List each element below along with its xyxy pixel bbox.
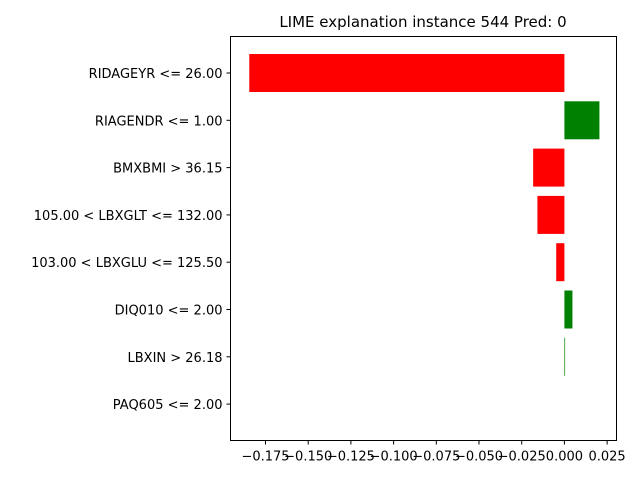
bar-3 <box>537 195 565 234</box>
bar-0 <box>249 54 565 92</box>
bar-1 <box>564 101 600 140</box>
bar-4 <box>556 243 565 282</box>
x-tick-label-5: −0.050 <box>455 450 503 465</box>
x-tick-label-4: −0.075 <box>412 450 460 465</box>
category-label-3: 105.00 < LBXGLT <= 132.00 <box>34 209 223 224</box>
bar-2 <box>533 148 565 187</box>
bar-6 <box>564 337 566 376</box>
chart-title: LIME explanation instance 544 Pred: 0 <box>279 13 566 31</box>
category-label-1: RIAGENDR <= 1.00 <box>95 114 223 129</box>
x-tick-label-8: 0.025 <box>588 450 625 465</box>
category-label-2: BMXBMI > 36.15 <box>113 162 222 177</box>
category-label-4: 103.00 < LBXGLU <= 125.50 <box>31 256 222 271</box>
category-label-6: LBXIN > 26.18 <box>128 351 223 366</box>
plot-frame <box>230 36 617 441</box>
category-label-0: RIDAGEYR <= 26.00 <box>89 67 223 82</box>
bar-5 <box>564 290 573 329</box>
x-tick-label-2: −0.125 <box>327 450 375 465</box>
x-tick-label-7: 0.000 <box>546 450 583 465</box>
category-label-7: PAQ605 <= 2.00 <box>113 398 223 413</box>
x-tick-label-6: −0.025 <box>498 450 546 465</box>
x-tick-label-0: −0.175 <box>241 450 289 465</box>
category-label-5: DIQ010 <= 2.00 <box>115 304 223 319</box>
x-tick-label-3: −0.100 <box>370 450 418 465</box>
bars-group <box>249 54 600 376</box>
x-ticks-group: −0.175−0.150−0.125−0.100−0.075−0.050−0.0… <box>241 440 626 465</box>
category-labels-group: RIDAGEYR <= 26.00 RIAGENDR <= 1.00 BMXBMI … <box>31 67 231 413</box>
x-tick-label-1: −0.150 <box>284 450 332 465</box>
